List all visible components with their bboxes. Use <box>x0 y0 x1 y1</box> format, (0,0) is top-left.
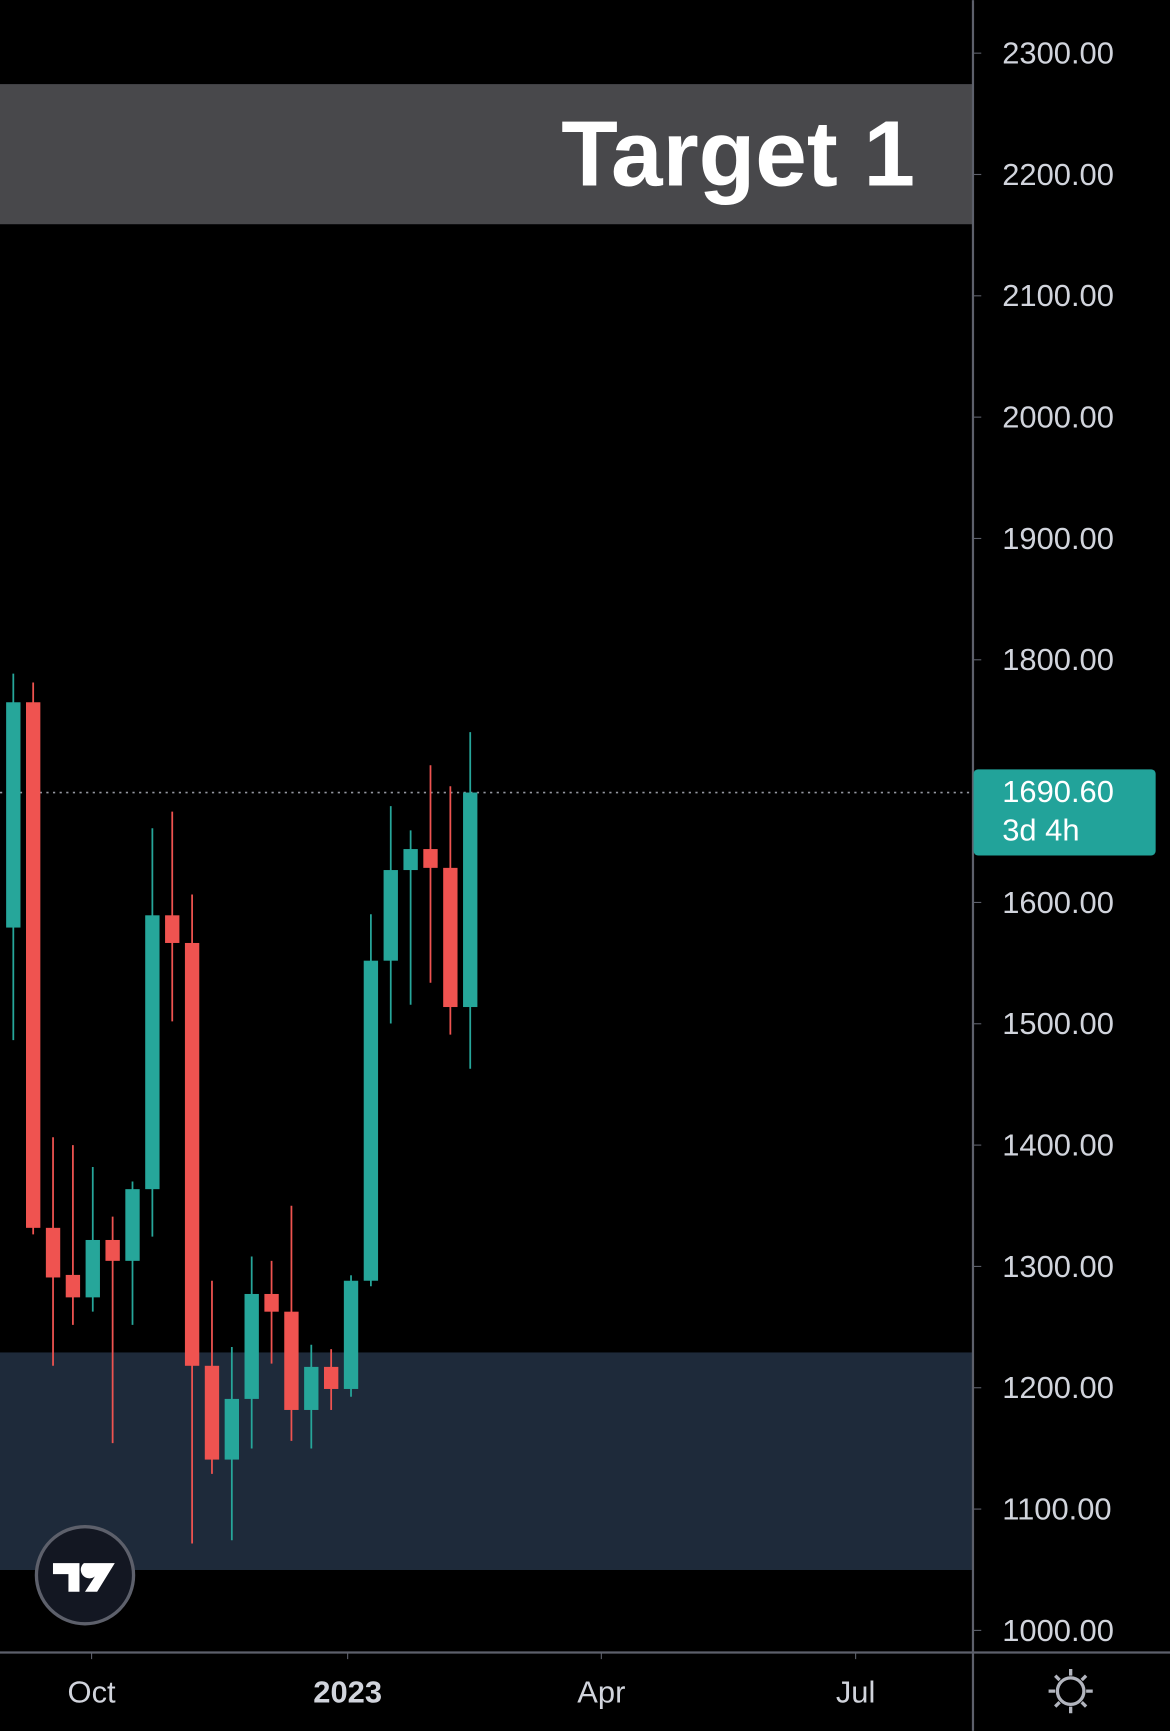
candle-body <box>125 1189 140 1261</box>
y-tick-label: 1300.00 <box>1002 1249 1114 1284</box>
candle-body <box>363 960 379 1281</box>
candle-body <box>304 1366 319 1410</box>
candle-body <box>26 702 41 1228</box>
candle-body <box>343 1280 359 1389</box>
candle-body <box>383 870 398 961</box>
y-tick-label: 2200.00 <box>1002 157 1114 192</box>
candle-body <box>6 702 21 928</box>
candle-body <box>184 942 200 1366</box>
candle-body <box>264 1293 279 1312</box>
candle-body <box>85 1239 100 1298</box>
zone <box>0 1352 973 1570</box>
x-tick-label: Apr <box>577 1675 625 1710</box>
candle-body <box>284 1311 299 1410</box>
candle-body <box>165 915 180 943</box>
y-tick-label: 1000.00 <box>1002 1613 1114 1648</box>
candle-body <box>244 1293 259 1399</box>
zones: Target 1 <box>0 84 973 1570</box>
y-tick-label: 1200.00 <box>1002 1370 1114 1405</box>
y-tick-label: 2300.00 <box>1002 36 1114 71</box>
zone <box>0 84 973 225</box>
y-tick-label: 1800.00 <box>1002 642 1114 677</box>
tradingview-logo <box>34 1525 136 1626</box>
y-tick-label: 2000.00 <box>1002 400 1114 435</box>
candle-body <box>323 1366 339 1389</box>
candle-body <box>224 1398 240 1460</box>
y-tick-label: 1900.00 <box>1002 521 1114 556</box>
y-tick-label: 1600.00 <box>1002 885 1114 920</box>
candle-body <box>204 1365 220 1460</box>
x-tick-label: Oct <box>68 1675 116 1710</box>
candle-body <box>145 915 160 1190</box>
candles <box>0 673 973 1544</box>
zone-label: Target 1 <box>561 101 915 205</box>
y-tick-label: 1500.00 <box>1002 1006 1114 1041</box>
candle-body <box>105 1239 120 1261</box>
candle-body <box>463 792 478 1008</box>
candle-body <box>403 849 418 871</box>
candle-body <box>443 867 458 1008</box>
x-tick-label: Jul <box>836 1675 875 1710</box>
y-tick-label: 1100.00 <box>1002 1491 1111 1526</box>
y-tick-label: 1400.00 <box>1002 1127 1114 1162</box>
candle-body <box>65 1274 81 1298</box>
price-tag-box <box>973 769 1156 856</box>
price-tag-value: 1690.60 <box>1002 774 1114 809</box>
y-tick-label: 2100.00 <box>1002 278 1114 313</box>
candle-body <box>45 1227 61 1278</box>
gear-ring <box>1055 1676 1086 1707</box>
price-tag-countdown: 3d 4h <box>1002 812 1079 847</box>
x-tick-label: 2023 <box>313 1675 382 1710</box>
ticks: 1000.00 1100.00 1200.00 1300.00 1400.00 1500.… <box>68 36 1114 1710</box>
candle-body <box>423 849 438 868</box>
